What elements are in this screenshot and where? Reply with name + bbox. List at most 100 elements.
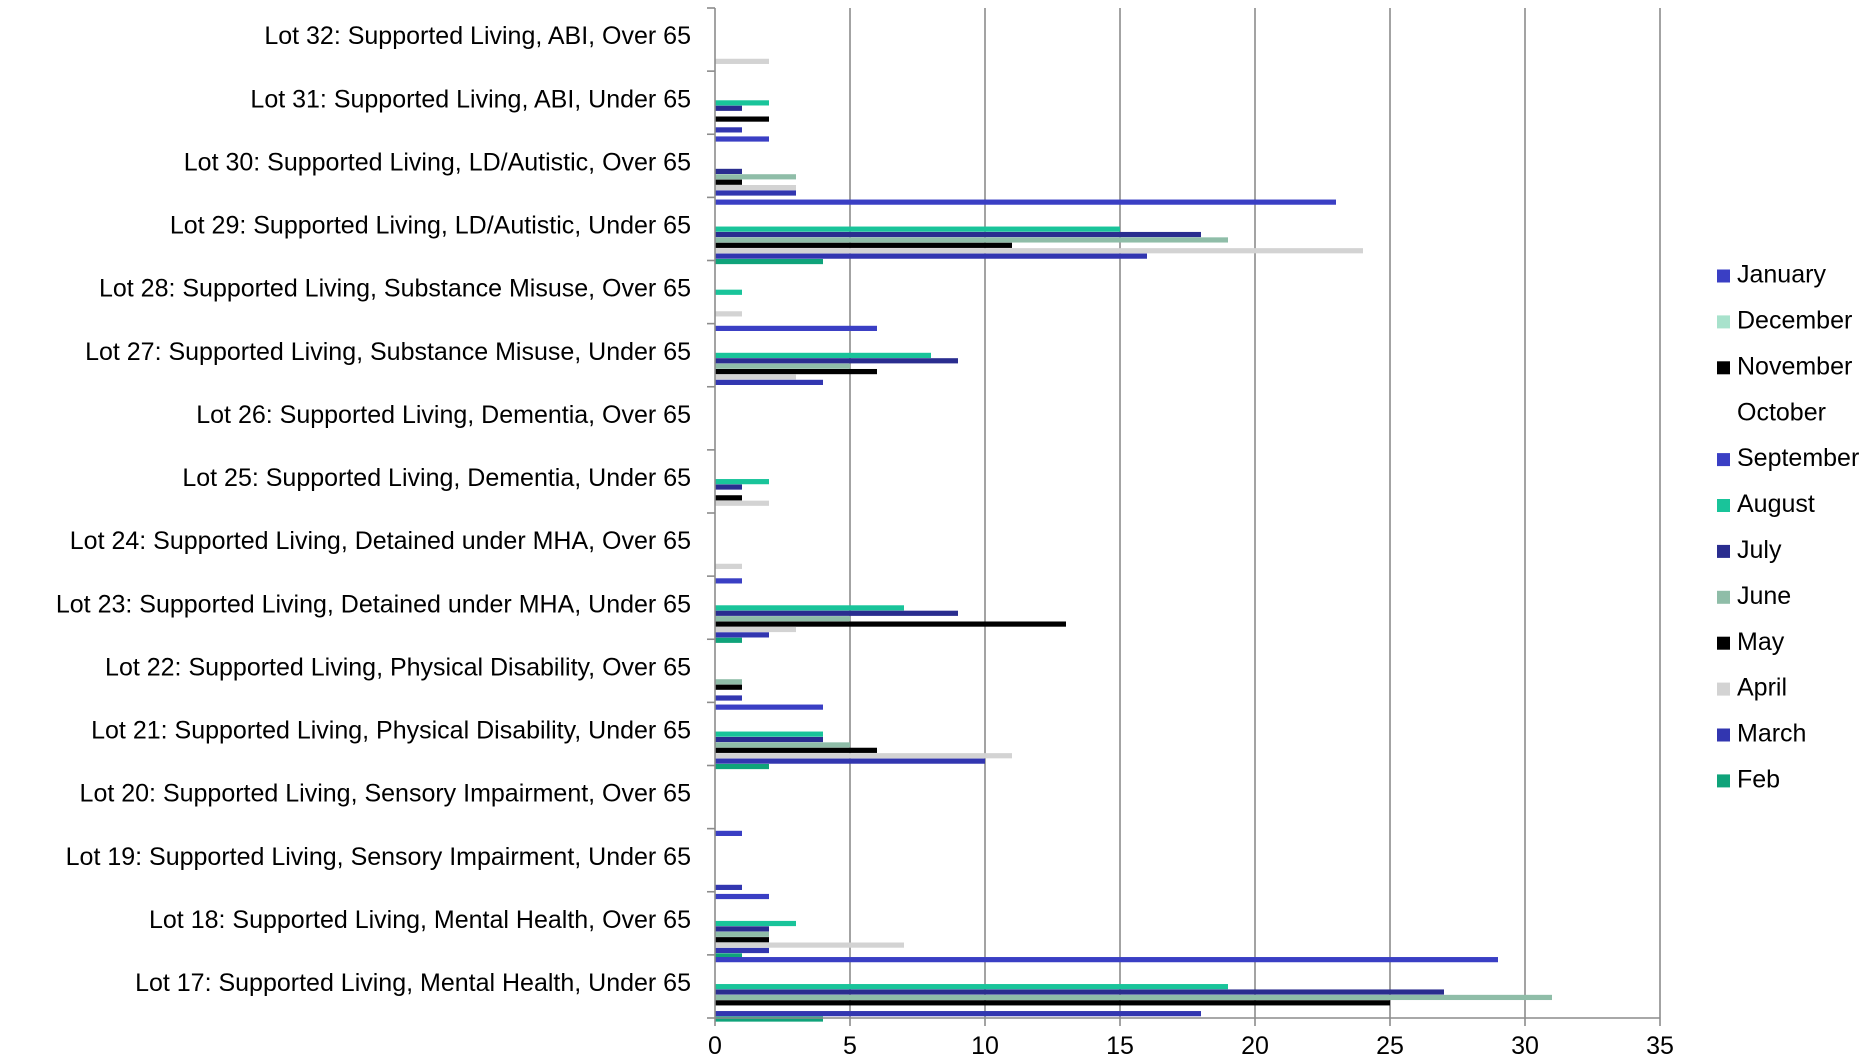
- legend-label-june: June: [1737, 582, 1791, 610]
- bar-august-lot-21: [715, 731, 823, 737]
- bar-march-lot-27: [715, 379, 823, 385]
- legend-swatch-june: [1717, 590, 1730, 604]
- bar-june-lot-17: [715, 994, 1552, 1001]
- gridlines: [849, 8, 1661, 1018]
- category-label: Lot 27: Supported Living, Substance Misu…: [85, 338, 691, 366]
- x-tick-label-30: 30: [1511, 1032, 1539, 1056]
- category-labels: Lot 32: Supported Living, ABI, Over 65 Lo…: [56, 22, 691, 997]
- category-label: Lot 28: Supported Living, Substance Misu…: [99, 275, 691, 303]
- bar-feb-lot-17: [715, 1016, 823, 1022]
- bar-march-lot-17: [715, 1011, 1201, 1017]
- category-label: Lot 19: Supported Living, Sensory Impair…: [66, 843, 691, 871]
- category-label: Lot 32: Supported Living, ABI, Over 65: [264, 22, 691, 50]
- bar-feb-lot-29: [715, 258, 823, 265]
- bar-june-lot-27: [715, 363, 850, 369]
- x-tick-label-5: 5: [843, 1032, 857, 1056]
- category-label: Lot 18: Supported Living, Mental Health,…: [149, 906, 691, 934]
- bar-june-lot-22: [715, 679, 742, 685]
- bar-august-lot-31: [715, 100, 769, 106]
- bar-january-lot-17: [715, 957, 1498, 963]
- bar-april-lot-24: [715, 563, 742, 569]
- bar-july-lot-27: [715, 358, 958, 364]
- x-tick-label-15: 15: [1106, 1032, 1134, 1056]
- category-label: Lot 21: Supported Living, Physical Disab…: [91, 717, 691, 745]
- legend: January December November October September A…: [1717, 261, 1859, 794]
- bar-june-lot-23: [715, 616, 850, 622]
- x-tick-label-25: 25: [1376, 1032, 1404, 1056]
- bar-august-lot-27: [715, 352, 931, 358]
- x-tick-label-10: 10: [971, 1032, 999, 1056]
- bar-march-lot-29: [715, 253, 1147, 259]
- bar-april-lot-29: [715, 248, 1363, 254]
- legend-swatch-july: [1717, 544, 1730, 558]
- bar-may-lot-30: [715, 179, 742, 185]
- legend-swatch-november: [1717, 361, 1730, 375]
- bar-april-lot-27: [715, 374, 796, 380]
- bar-feb-lot-18: [715, 953, 742, 959]
- bar-april-lot-18: [715, 942, 904, 948]
- bar-may-lot-23: [715, 621, 1066, 627]
- bar-may-lot-27: [715, 368, 877, 375]
- category-label: Lot 17: Supported Living, Mental Health,…: [135, 969, 691, 997]
- bar-august-lot-29: [715, 226, 1120, 232]
- bar-january-lot-29: [715, 199, 1336, 205]
- legend-label-july: July: [1737, 536, 1782, 564]
- legend-label-april: April: [1737, 674, 1787, 702]
- bar-january-lot-30: [715, 136, 769, 142]
- bar-july-lot-31: [715, 105, 742, 111]
- bar-july-lot-30: [715, 168, 742, 175]
- legend-swatch-august: [1717, 499, 1730, 512]
- legend-swatch-may: [1717, 636, 1730, 650]
- bar-july-lot-17: [715, 989, 1444, 995]
- category-label: Lot 31: Supported Living, ABI, Under 65: [250, 85, 691, 113]
- bar-march-lot-21: [715, 758, 985, 764]
- category-label: Lot 29: Supported Living, LD/Autistic, U…: [170, 212, 691, 240]
- x-tick-label-20: 20: [1241, 1032, 1269, 1056]
- bar-may-lot-29: [715, 242, 1012, 248]
- bar-january-lot-23: [715, 578, 742, 584]
- bar-january-lot-18: [715, 893, 769, 900]
- bars: [715, 58, 1552, 1022]
- bar-july-lot-21: [715, 736, 823, 743]
- category-label: Lot 30: Supported Living, LD/Autistic, O…: [184, 148, 691, 176]
- bar-march-lot-23: [715, 632, 769, 638]
- bar-march-lot-18: [715, 947, 769, 954]
- bar-august-lot-25: [715, 479, 769, 485]
- axes: [707, 7, 1661, 1026]
- bar-march-lot-22: [715, 695, 742, 701]
- category-label: Lot 25: Supported Living, Dementia, Unde…: [182, 464, 691, 492]
- bar-april-lot-21: [715, 753, 1012, 759]
- x-tick-label-0: 0: [708, 1032, 722, 1056]
- category-label: Lot 23: Supported Living, Detained under…: [56, 590, 691, 618]
- x-tick-labels: 0 5 10 15 20 25 30 35: [708, 1032, 1674, 1060]
- legend-label-march: March: [1737, 720, 1806, 748]
- category-label: Lot 22: Supported Living, Physical Disab…: [105, 653, 691, 681]
- bar-august-lot-18: [715, 920, 796, 927]
- bar-may-lot-21: [715, 747, 877, 753]
- category-label: Lot 20: Supported Living, Sensory Impair…: [80, 780, 691, 808]
- bar-january-lot-27: [715, 325, 877, 331]
- bar-may-lot-31: [715, 116, 769, 122]
- bar-april-lot-28: [715, 311, 742, 317]
- legend-label-may: May: [1737, 628, 1785, 656]
- bar-march-lot-30: [715, 190, 796, 196]
- bar-april-lot-32: [715, 58, 769, 64]
- legend-swatch-january: [1717, 269, 1730, 283]
- bar-april-lot-30: [715, 185, 796, 191]
- bar-june-lot-21: [715, 742, 850, 748]
- category-label: Lot 26: Supported Living, Dementia, Over…: [196, 401, 691, 429]
- bar-feb-lot-21: [715, 763, 769, 770]
- bar-may-lot-18: [715, 937, 769, 943]
- category-label: Lot 24: Supported Living, Detained under…: [70, 527, 691, 555]
- legend-label-november: November: [1737, 352, 1852, 380]
- bar-august-lot-23: [715, 605, 904, 611]
- x-tick-label-35: 35: [1646, 1032, 1674, 1056]
- bar-march-lot-19: [715, 884, 742, 890]
- bar-march-lot-31: [715, 127, 742, 133]
- legend-swatch-march: [1717, 728, 1730, 742]
- legend-label-september: September: [1737, 444, 1859, 472]
- bar-august-lot-17: [715, 984, 1228, 990]
- bar-january-lot-21: [715, 704, 823, 710]
